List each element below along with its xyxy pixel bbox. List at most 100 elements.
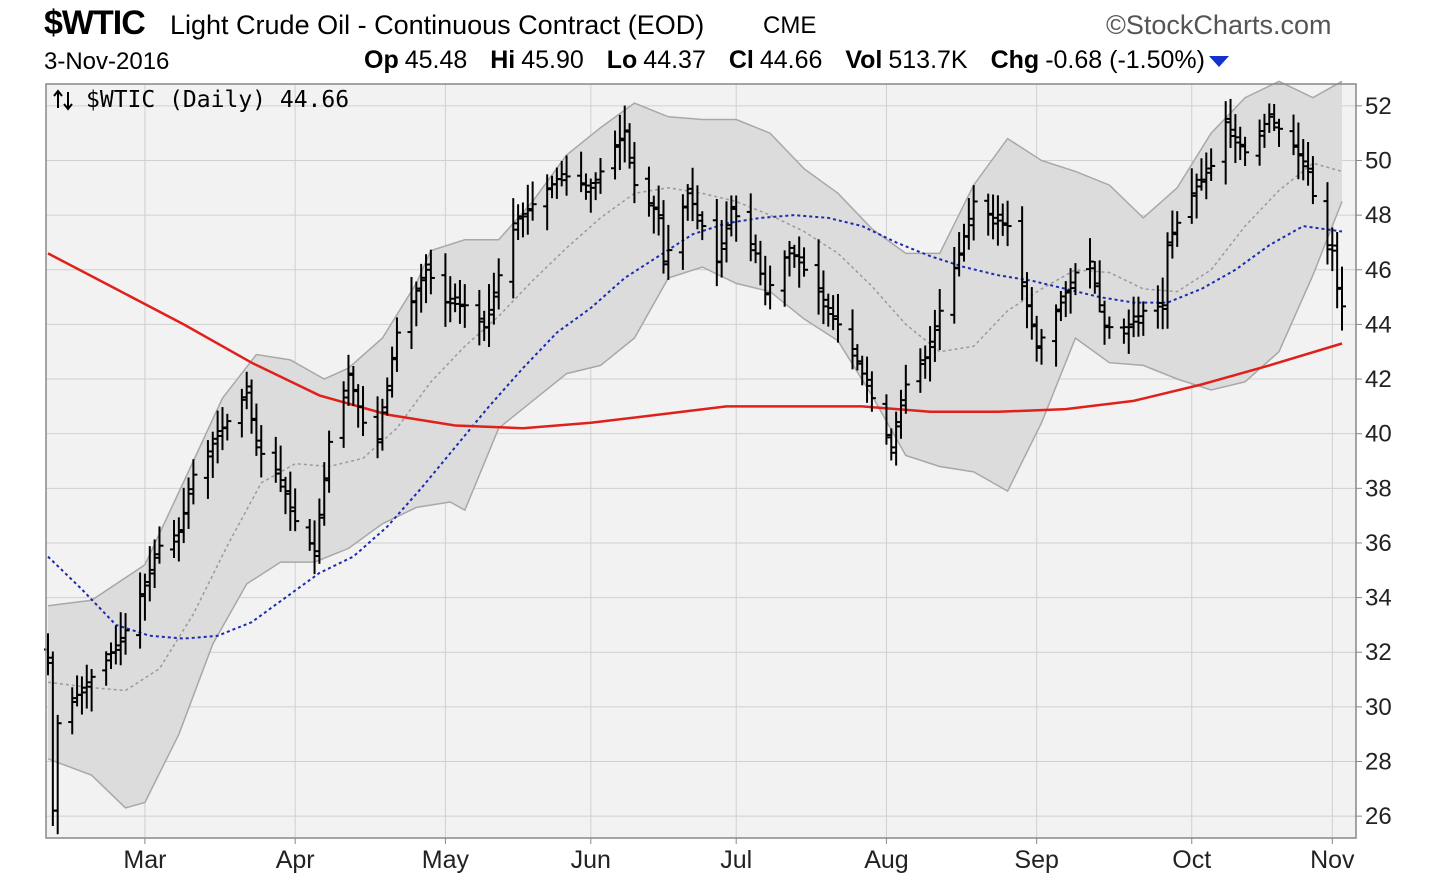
volume-label: Vol — [845, 46, 883, 74]
price-bar — [795, 236, 804, 288]
price-bar — [926, 326, 935, 382]
price-bar — [68, 687, 77, 735]
bollinger-lower-line — [47, 201, 1343, 809]
price-bar — [446, 276, 455, 323]
price-bar — [174, 517, 183, 562]
copyright-icon: © — [1106, 10, 1126, 40]
price-bar — [867, 371, 876, 412]
price-bar — [1071, 263, 1080, 296]
price-bar — [286, 471, 295, 531]
y-tick-label: 40 — [1365, 421, 1392, 448]
legend: $WTIC (Daily) 44.66 — [53, 87, 349, 113]
price-bar — [1037, 328, 1046, 365]
price-bar — [1308, 156, 1317, 205]
price-bar — [848, 309, 857, 370]
price-bar — [1003, 200, 1012, 247]
brand-watermark[interactable]: ©StockCharts.com — [1106, 10, 1331, 41]
price-bar — [257, 425, 266, 478]
price-bar — [693, 185, 702, 230]
y-tick-label: 52 — [1365, 93, 1392, 120]
close-label: Cl — [728, 46, 754, 74]
price-bar — [1294, 122, 1303, 180]
price-bar — [892, 411, 901, 466]
price-bar — [1168, 210, 1177, 259]
price-bar — [1207, 148, 1216, 181]
price-bar — [53, 714, 62, 835]
price-bar — [242, 371, 251, 410]
price-bar — [189, 459, 198, 505]
x-tick-label: Nov — [1310, 846, 1355, 874]
price-bar — [87, 669, 96, 712]
price-bar — [102, 651, 111, 686]
price-bars — [44, 98, 1346, 835]
price-bar — [761, 255, 770, 306]
price-bar — [1274, 118, 1283, 147]
price-bar — [426, 249, 435, 295]
price-bar — [310, 520, 319, 575]
price-bar — [644, 166, 653, 217]
price-bar — [1018, 206, 1027, 301]
price-bar — [281, 476, 290, 515]
price-bar — [717, 220, 726, 278]
price-bar — [1333, 231, 1342, 309]
price-bar — [611, 130, 620, 180]
price-bar — [378, 398, 387, 451]
price-bar — [581, 173, 590, 200]
x-tick-label: Apr — [276, 846, 315, 874]
price-bar — [1027, 287, 1036, 340]
y-tick-label: 26 — [1365, 803, 1392, 830]
x-tick-label: Jul — [720, 846, 752, 874]
up-down-arrows-icon — [53, 89, 73, 111]
legend-label: $WTIC (Daily) 44.66 — [86, 87, 349, 113]
price-bar — [814, 239, 823, 315]
bollinger-band — [47, 80, 1343, 809]
ticker-symbol: $WTIC — [44, 4, 146, 42]
price-bar — [1323, 182, 1332, 265]
sma-20-line — [47, 162, 1343, 692]
price-bar — [349, 365, 358, 406]
price-bar — [1061, 281, 1070, 318]
price-bar — [325, 430, 334, 493]
price-bar — [514, 204, 523, 241]
exchange-label: CME — [763, 12, 817, 39]
y-tick-label: 42 — [1365, 366, 1392, 393]
price-bar — [1299, 139, 1308, 181]
price-bar — [1066, 268, 1075, 314]
price-bar — [664, 224, 673, 280]
price-bar — [392, 317, 401, 372]
down-arrow-icon — [1208, 55, 1229, 67]
price-bar — [494, 258, 503, 310]
price-bar — [785, 241, 794, 277]
instrument-name: Light Crude Oil - Continuous Contract (E… — [170, 10, 705, 40]
price-bar — [1192, 173, 1201, 219]
price-bar — [150, 539, 159, 589]
close-value: 44.66 — [759, 46, 823, 74]
change-value: -0.68 (-1.50%) — [1045, 46, 1205, 74]
price-bar — [344, 354, 353, 406]
price-bar — [630, 142, 639, 204]
price-bar — [766, 265, 775, 310]
price-bar — [451, 283, 460, 313]
price-bar — [1338, 266, 1346, 331]
price-bar — [77, 676, 86, 715]
price-bar — [727, 195, 736, 237]
price-bar — [591, 172, 600, 201]
high-label: Hi — [490, 46, 516, 74]
price-bar — [455, 280, 464, 324]
price-bar — [1056, 290, 1065, 322]
y-tick-label: 34 — [1365, 585, 1392, 612]
price-bar — [659, 200, 668, 274]
price-bar — [339, 381, 348, 448]
price-bar — [1119, 318, 1128, 344]
bollinger-upper-line — [47, 80, 1343, 607]
price-bar — [654, 185, 663, 236]
y-tick-label: 28 — [1365, 749, 1392, 776]
price-bar — [683, 184, 692, 221]
price-bar — [722, 201, 731, 263]
price-bar — [1304, 142, 1313, 186]
quote-date: 3-Nov-2016 — [44, 48, 170, 75]
y-tick-label: 46 — [1365, 257, 1392, 284]
price-bar — [460, 284, 469, 328]
price-bar — [1032, 315, 1041, 362]
